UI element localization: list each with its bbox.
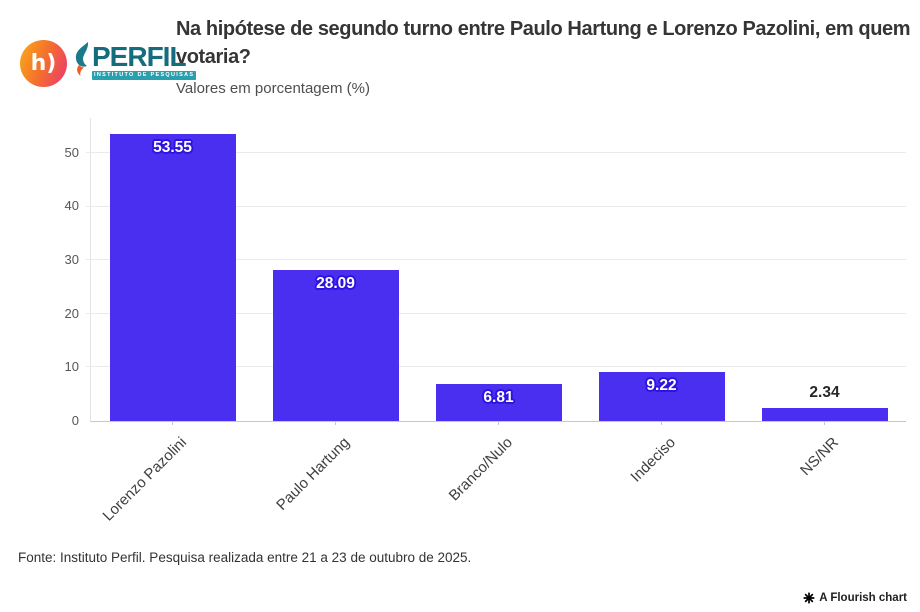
title-block: Na hipótese de segundo turno entre Paulo… — [176, 16, 920, 97]
gridline — [86, 312, 906, 314]
page-title: Na hipótese de segundo turno entre Paulo… — [176, 18, 911, 68]
perfil-logo: PERFIL INSTITUTO DE PESQUISAS — [72, 41, 197, 84]
bar[interactable] — [598, 371, 725, 421]
x-axis-category-label: Lorenzo Pazolini — [99, 434, 190, 525]
footer-source: Fonte: Instituto Perfil. Pesquisa realiz… — [18, 550, 472, 565]
perfil-flame-icon — [72, 41, 96, 84]
x-axis-tick — [335, 421, 336, 425]
gridline — [86, 259, 906, 261]
y-axis-label: 40 — [64, 198, 79, 214]
x-axis-tick — [498, 421, 499, 425]
chart-plot: 0 10 20 30 40 50 53.55 Lorenzo Pazolini 28.09 Pau… — [65, 118, 906, 524]
x-axis-tick — [824, 421, 825, 425]
bar[interactable] — [435, 384, 562, 421]
x-axis-category-label: Paulo Hartung — [272, 434, 353, 514]
bar[interactable] — [109, 133, 236, 421]
y-axis-label: 30 — [64, 252, 79, 268]
x-axis-tick — [661, 421, 662, 425]
x-axis-category-label: NS/NR — [796, 434, 842, 480]
bar[interactable] — [272, 270, 399, 421]
x-axis-category-label: Branco/Nulo — [445, 434, 516, 505]
y-axis-label: 0 — [71, 413, 79, 428]
perfil-tagline-banner: INSTITUTO DE PESQUISAS — [92, 71, 197, 80]
bar-value-label: 53.55 — [153, 138, 192, 156]
flourish-credit[interactable]: A Flourish chart — [803, 592, 907, 604]
bar[interactable] — [761, 408, 888, 421]
gridline — [86, 366, 906, 368]
perfil-wordmark: PERFIL — [92, 41, 187, 72]
flourish-asterisk-icon — [803, 592, 815, 604]
y-axis-label: 50 — [64, 144, 79, 160]
hoje-logo: h) — [20, 40, 67, 87]
y-axis-label: 20 — [64, 305, 79, 321]
gridline — [86, 205, 906, 207]
bar-value-label: 6.81 — [483, 389, 514, 407]
bar-value-label: 9.22 — [646, 376, 677, 394]
flourish-credit-label: A Flourish chart — [819, 592, 907, 604]
y-axis-label: 10 — [64, 359, 79, 375]
chart-subtitle: Valores em porcentagem (%) — [176, 80, 370, 98]
x-axis-tick — [172, 421, 173, 425]
bar-value-label: 28.09 — [316, 275, 355, 293]
x-axis-category-label: Indeciso — [626, 434, 679, 486]
gridline — [86, 151, 906, 153]
bar-value-label: 2.34 — [809, 384, 840, 402]
header-logos: h) PERFIL INSTITUTO DE PESQUISAS — [20, 40, 197, 87]
